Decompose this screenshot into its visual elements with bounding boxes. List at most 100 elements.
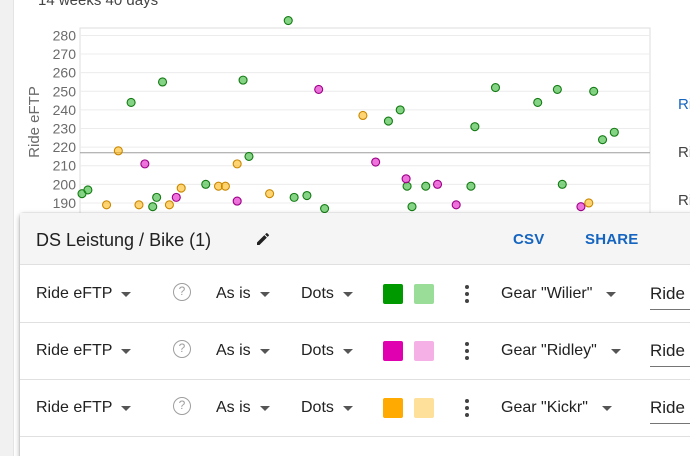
transform-value: As is (216, 342, 251, 359)
data-point (152, 192, 162, 202)
side-link-1[interactable]: Ri (678, 96, 690, 113)
chart-series-dialog: DS Leistung / Bike (1) CSV SHARE Ride eF… (20, 213, 690, 456)
y-tick-label: 220 (53, 139, 77, 155)
data-point (609, 127, 619, 137)
data-point (232, 159, 242, 169)
dialog-title: DS Leistung / Bike (1) (36, 230, 212, 250)
light-color-swatch[interactable] (414, 398, 434, 418)
axis-input[interactable]: Ride eFTP (650, 280, 690, 310)
data-point (451, 200, 461, 210)
data-point (289, 192, 299, 202)
filter-select[interactable]: Gear "Kickr" (501, 399, 612, 417)
data-point (421, 181, 431, 191)
light-color-swatch[interactable] (414, 341, 434, 361)
style-select[interactable]: Dots (301, 342, 353, 360)
date-range-text: 14 weeks 40 days (38, 0, 159, 9)
side-link-3[interactable]: Ri (678, 192, 690, 209)
share-button[interactable]: SHARE (585, 231, 639, 248)
dialog-footer-cut (20, 438, 690, 456)
data-point (470, 122, 480, 132)
data-point (466, 181, 476, 191)
series-row-1: Ride eFTP ? As is Dots Gear "Wilier" Rid… (20, 266, 690, 323)
chevron-down-icon (121, 405, 132, 411)
data-point (320, 204, 330, 214)
filter-select[interactable]: Gear "Ridley" (501, 342, 621, 360)
field-select[interactable]: Ride eFTP (36, 342, 132, 360)
filter-select[interactable]: Gear "Wilier" (501, 285, 617, 303)
help-icon[interactable]: ? (173, 397, 191, 415)
axis-input[interactable]: Ride eFTP (650, 337, 690, 367)
transform-value: As is (216, 285, 251, 302)
data-point (102, 200, 112, 210)
more-vert-icon[interactable] (465, 342, 469, 360)
series-row-3: Ride eFTP ? As is Dots Gear "Kickr" Ride… (20, 380, 690, 437)
csv-button[interactable]: CSV (513, 231, 545, 248)
field-select[interactable]: Ride eFTP (36, 285, 132, 303)
field-value: Ride eFTP (36, 285, 113, 302)
chevron-down-icon (259, 291, 270, 297)
help-icon[interactable]: ? (173, 340, 191, 358)
data-point (589, 86, 599, 96)
chevron-down-icon (342, 405, 353, 411)
field-value: Ride eFTP (36, 399, 113, 416)
edit-pencil-icon[interactable] (255, 231, 271, 247)
data-point (134, 200, 144, 210)
dialog-header: DS Leistung / Bike (1) CSV SHARE (20, 213, 690, 265)
filter-value: Gear "Kickr" (501, 399, 588, 416)
chevron-down-icon (259, 348, 270, 354)
data-point (201, 179, 211, 189)
data-point (576, 202, 586, 212)
transform-select[interactable]: As is (216, 285, 270, 303)
chevron-down-icon (121, 348, 132, 354)
data-point (171, 192, 181, 202)
main-color-swatch[interactable] (383, 341, 403, 361)
y-axis-label: Ride eFTP (26, 86, 43, 158)
chart-svg: 190 200 210 220 230 240 250 260 270 280 Ride eFTP (26, 16, 651, 220)
transform-select[interactable]: As is (216, 399, 270, 417)
y-tick-label: 210 (53, 158, 77, 174)
data-point (533, 97, 543, 108)
data-point (265, 189, 275, 199)
style-select[interactable]: Dots (301, 285, 353, 303)
data-point (557, 179, 567, 189)
style-value: Dots (301, 342, 334, 359)
data-point (407, 202, 417, 212)
style-select[interactable]: Dots (301, 399, 353, 417)
y-tick-label: 230 (53, 121, 77, 137)
data-point (244, 151, 254, 161)
data-point (148, 202, 158, 212)
data-point (232, 196, 242, 206)
filter-value: Gear "Wilier" (501, 285, 593, 302)
more-vert-icon[interactable] (465, 399, 469, 417)
style-value: Dots (301, 399, 334, 416)
data-point (113, 146, 123, 156)
field-select[interactable]: Ride eFTP (36, 399, 132, 417)
chevron-down-icon (610, 348, 621, 354)
style-value: Dots (301, 285, 334, 302)
y-tick-label: 250 (53, 83, 77, 99)
main-color-swatch[interactable] (383, 398, 403, 418)
light-color-swatch[interactable] (414, 284, 434, 304)
more-vert-icon[interactable] (465, 285, 469, 303)
axis-input[interactable]: Ride eFTP (650, 394, 690, 424)
data-point (552, 84, 562, 94)
data-point (371, 157, 381, 167)
chevron-down-icon (259, 405, 270, 411)
chevron-down-icon (342, 348, 353, 354)
data-point (383, 116, 393, 126)
data-point (176, 183, 186, 193)
chevron-down-icon (121, 291, 132, 297)
y-tick-label: 200 (53, 176, 77, 192)
data-point (401, 174, 411, 184)
data-point (358, 110, 368, 121)
chevron-down-icon (342, 291, 353, 297)
transform-select[interactable]: As is (216, 342, 270, 360)
data-point (402, 181, 412, 191)
main-color-swatch[interactable] (383, 284, 403, 304)
data-point (126, 97, 136, 108)
side-link-2[interactable]: Ri (678, 144, 690, 161)
data-point (220, 181, 230, 191)
help-icon[interactable]: ? (173, 283, 191, 301)
data-point (432, 179, 443, 189)
